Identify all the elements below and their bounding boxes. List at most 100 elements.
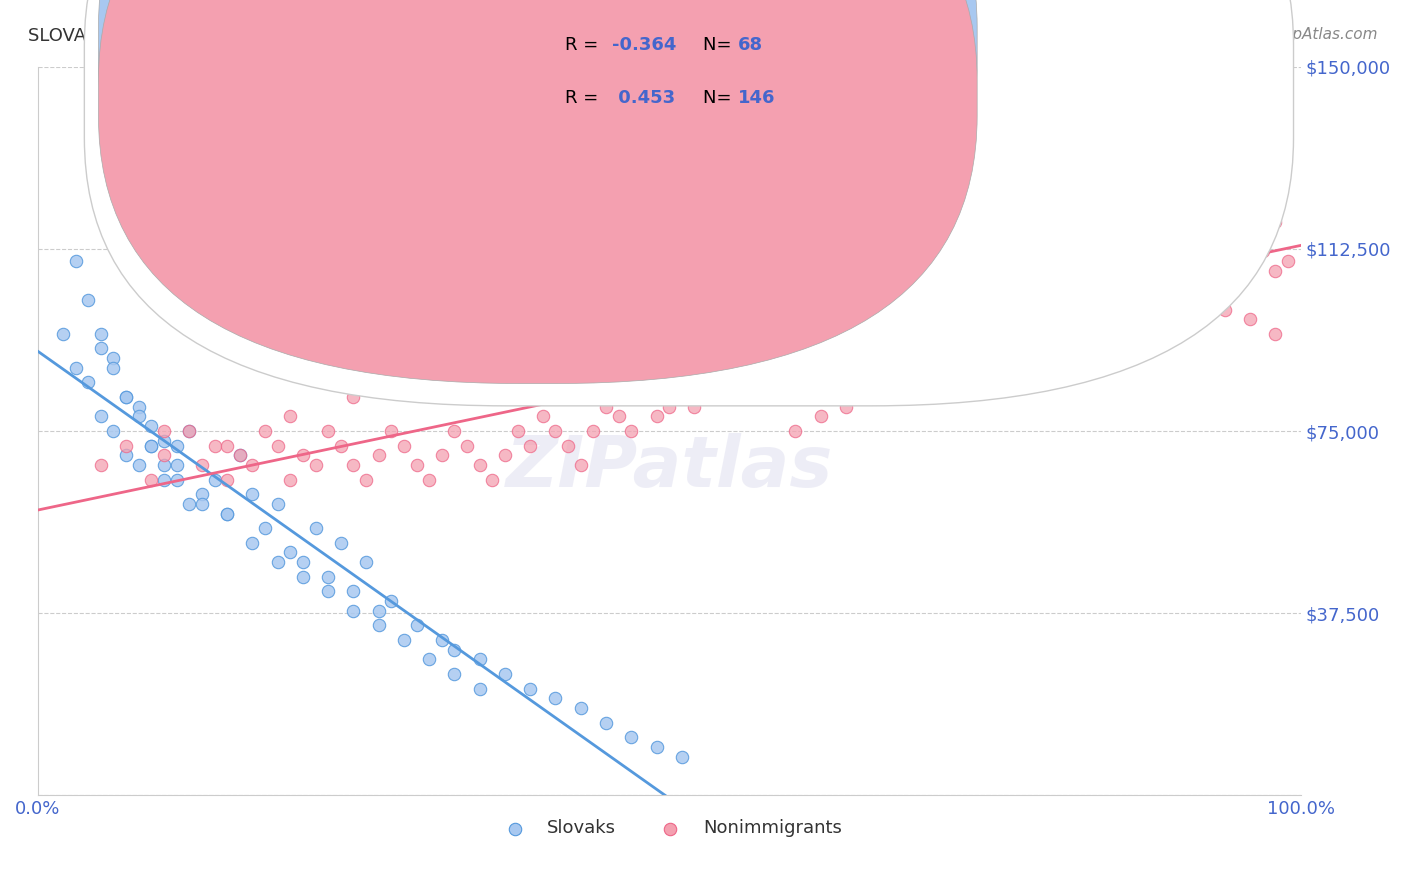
Point	[1062, 229, 1084, 244]
Point	[1099, 215, 1122, 229]
Point	[278, 473, 301, 487]
Point	[392, 632, 415, 647]
Point	[1036, 215, 1059, 229]
Point	[354, 473, 377, 487]
Point	[531, 351, 554, 365]
Point	[65, 254, 87, 268]
Point	[418, 652, 440, 666]
Point	[90, 458, 112, 472]
Point	[103, 360, 125, 375]
Text: ZIPatlas: ZIPatlas	[506, 433, 832, 502]
Point	[911, 326, 934, 341]
Point	[141, 439, 163, 453]
Point	[1188, 293, 1211, 307]
Point	[936, 166, 959, 180]
Point	[595, 400, 617, 414]
Point	[494, 448, 516, 462]
Point	[848, 181, 870, 195]
Point	[962, 181, 984, 195]
Point	[1163, 278, 1185, 293]
Point	[468, 360, 491, 375]
Point	[253, 521, 276, 535]
Point	[1087, 278, 1109, 293]
Point	[1251, 244, 1274, 259]
Point	[1112, 263, 1135, 277]
Point	[1011, 312, 1033, 326]
Point	[392, 439, 415, 453]
Point	[886, 342, 908, 356]
Point	[329, 535, 352, 549]
Point	[709, 390, 731, 404]
Point	[936, 351, 959, 365]
Point	[544, 424, 567, 438]
Point	[696, 376, 718, 390]
Legend: Slovaks, Nonimmigrants: Slovaks, Nonimmigrants	[489, 813, 849, 845]
Point	[531, 409, 554, 424]
Point	[266, 555, 288, 569]
Text: 68: 68	[738, 36, 763, 54]
Point	[291, 570, 314, 584]
Point	[65, 360, 87, 375]
Point	[204, 473, 226, 487]
Point	[911, 157, 934, 171]
Point	[418, 473, 440, 487]
Point	[229, 448, 252, 462]
Point	[986, 195, 1008, 210]
Point	[367, 448, 389, 462]
Point	[456, 439, 478, 453]
Point	[721, 302, 744, 317]
Point	[430, 632, 453, 647]
Point	[141, 419, 163, 434]
Point	[443, 424, 465, 438]
Point	[1062, 302, 1084, 317]
Point	[519, 439, 541, 453]
Point	[1036, 229, 1059, 244]
Point	[1112, 293, 1135, 307]
Text: -0.364: -0.364	[612, 36, 676, 54]
Point	[569, 701, 592, 715]
Point	[166, 458, 188, 472]
Point	[1049, 293, 1071, 307]
Point	[569, 458, 592, 472]
Point	[1226, 229, 1249, 244]
Point	[304, 521, 326, 535]
Point	[342, 458, 364, 472]
Point	[342, 604, 364, 618]
Point	[405, 618, 427, 632]
Point	[242, 487, 264, 501]
Point	[860, 390, 883, 404]
Point	[77, 293, 100, 307]
Point	[481, 473, 503, 487]
Point	[1239, 205, 1261, 219]
Point	[1024, 326, 1046, 341]
Point	[179, 497, 201, 511]
Point	[785, 424, 807, 438]
Point	[1188, 229, 1211, 244]
Point	[924, 342, 946, 356]
Point	[191, 458, 214, 472]
Point	[304, 458, 326, 472]
Point	[1125, 302, 1147, 317]
Point	[329, 439, 352, 453]
Point	[544, 691, 567, 706]
Point	[291, 448, 314, 462]
Point	[191, 497, 214, 511]
Point	[266, 497, 288, 511]
Point	[128, 409, 150, 424]
Point	[973, 326, 995, 341]
Point	[115, 390, 138, 404]
Point	[873, 326, 896, 341]
Text: 146: 146	[738, 89, 776, 107]
Point	[734, 360, 756, 375]
Text: Source: ZipAtlas.com: Source: ZipAtlas.com	[1215, 27, 1378, 42]
Point	[860, 342, 883, 356]
Point	[153, 434, 176, 448]
Point	[620, 424, 643, 438]
Point	[1213, 215, 1236, 229]
Point	[153, 473, 176, 487]
Point	[1188, 263, 1211, 277]
Point	[671, 390, 693, 404]
Point	[1239, 312, 1261, 326]
Point	[253, 424, 276, 438]
Point	[153, 424, 176, 438]
